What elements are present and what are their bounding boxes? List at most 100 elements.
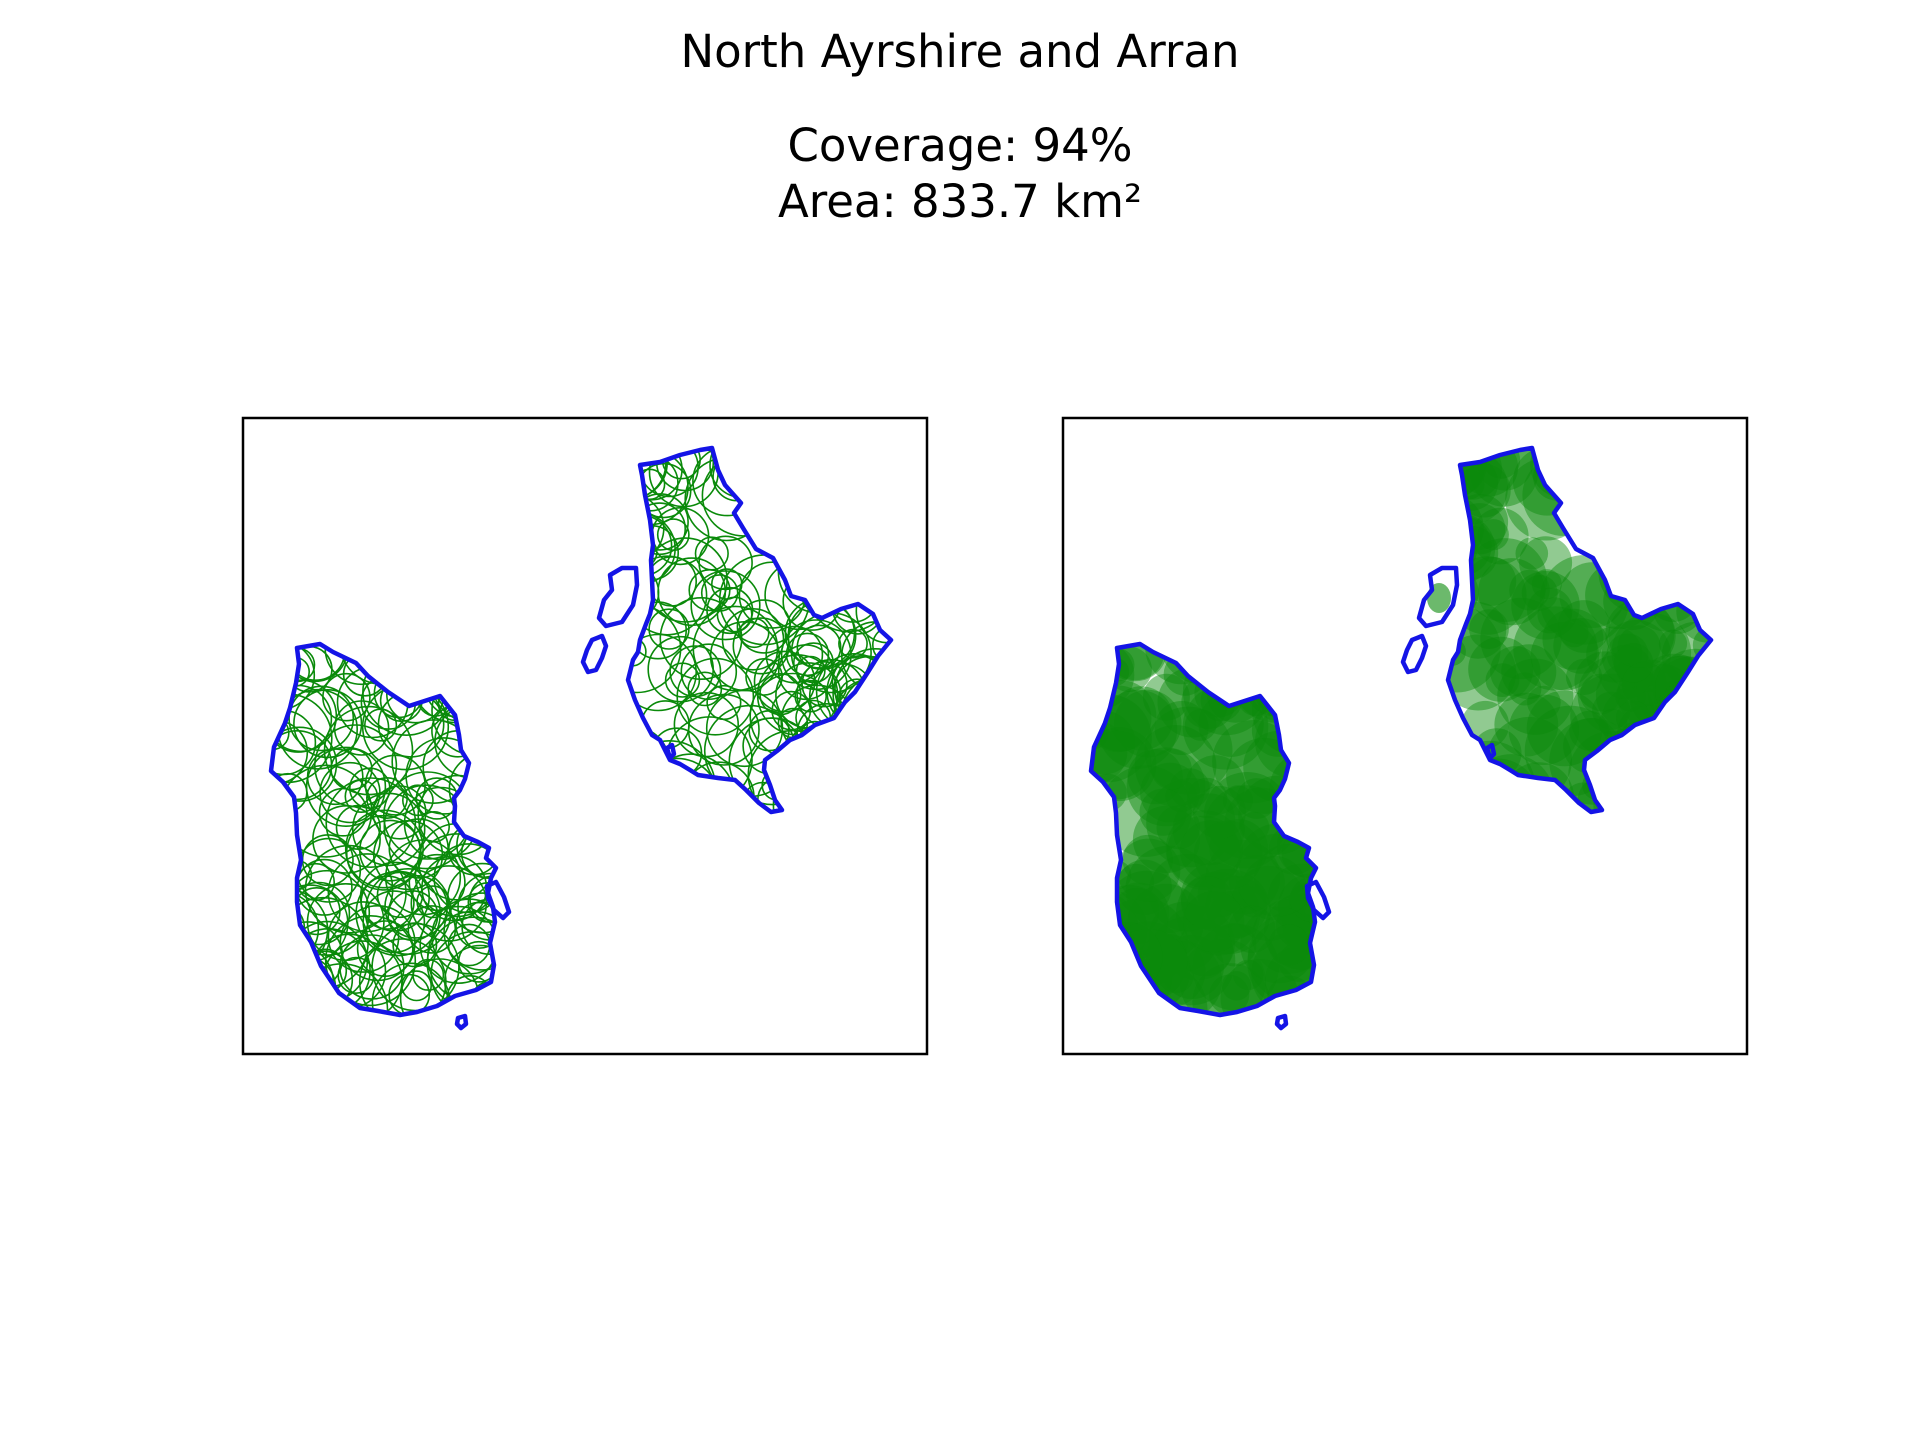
coverage-circle-filled	[1490, 646, 1541, 697]
coverage-circle-filled	[1122, 834, 1174, 886]
coverage-circle	[648, 608, 690, 650]
coverage-circle-filled	[1448, 743, 1491, 812]
coverage-circle-filled	[1158, 957, 1194, 994]
coverage-circle-filled	[1577, 654, 1658, 735]
coverage-circle-filled	[1282, 899, 1316, 955]
coverage-circle	[633, 757, 721, 812]
coverage-circle-filled	[1519, 536, 1573, 590]
coverage-circle	[476, 756, 496, 792]
coverage-circle-filled	[1573, 470, 1603, 500]
coverage-circle	[736, 599, 791, 654]
coverage-circle-filled	[1287, 800, 1316, 841]
coverage-circle	[709, 448, 776, 499]
coverage-circle-filled	[1297, 757, 1316, 791]
great-cumbrae-boundary	[596, 565, 640, 629]
coverage-circle	[454, 683, 496, 727]
coverage-circle-filled	[1617, 625, 1661, 669]
coverage-circle-filled	[1463, 538, 1548, 622]
coverage-circle	[281, 644, 349, 683]
coverage-circle-filled	[1634, 512, 1706, 584]
coverage-circle-filled	[1557, 461, 1623, 527]
coverage-circle-filled	[1448, 776, 1488, 812]
coverage-circle	[271, 729, 333, 801]
coverage-circle	[360, 875, 415, 930]
coverage-circle-filled	[1527, 587, 1573, 634]
coverage-circle	[430, 644, 496, 723]
coverage-circle-filled	[1680, 448, 1711, 481]
coverage-circle	[271, 726, 338, 802]
coverage-circle-filled	[1113, 887, 1160, 935]
coverage-circle	[646, 753, 736, 812]
coverage-circle-filled	[1091, 694, 1152, 783]
coverage-circle-filled	[1140, 762, 1200, 823]
coverage-circle-filled	[1193, 786, 1246, 839]
coverage-circle	[656, 518, 690, 552]
coverage-circle-filled	[1251, 899, 1316, 974]
coverage-circle	[706, 586, 754, 635]
coverage-circle-filled	[1586, 626, 1643, 683]
coverage-circle-filled	[1236, 778, 1278, 819]
coverage-circle-filled	[1577, 448, 1666, 504]
coverage-circle-filled	[1165, 810, 1244, 888]
coverage-circle	[871, 506, 891, 538]
coverage-circle	[431, 898, 496, 975]
coverage-circle-filled	[1283, 644, 1316, 659]
coverage-circle-filled	[1650, 467, 1708, 525]
coverage-circle-filled	[1231, 865, 1307, 941]
coverage-circle	[407, 905, 457, 954]
coverage-circle-filled	[1166, 815, 1241, 890]
panel-circle-outlines	[241, 416, 929, 1056]
coverage-circle	[863, 543, 891, 576]
islet-boundary	[1484, 742, 1497, 761]
coverage-circle-filled	[1569, 710, 1609, 751]
coverage-circle-filled	[1192, 963, 1270, 1015]
coverage-circle-filled	[1611, 612, 1692, 693]
coverage-circle	[414, 833, 496, 918]
coverage-circle-filled	[1237, 886, 1269, 918]
coverage-circle	[771, 690, 812, 731]
coverage-circle	[470, 644, 496, 697]
coverage-circle-filled	[1530, 621, 1600, 691]
coverage-circle	[688, 568, 731, 612]
coverage-circle-filled	[1134, 725, 1217, 807]
coverage-circle-filled	[1127, 883, 1204, 961]
coverage-circle	[628, 555, 708, 636]
coverage-circle-filled	[1113, 689, 1182, 758]
coverage-circle	[806, 740, 886, 812]
little-cumbrae-boundary	[1400, 633, 1429, 675]
coverage-circle-filled	[1605, 523, 1661, 580]
coverage-circle	[417, 774, 496, 856]
islet-boundary	[664, 742, 677, 761]
coverage-circle-filled	[1598, 644, 1654, 700]
coverage-circle	[362, 890, 426, 954]
coverage-circle-filled	[1125, 845, 1213, 933]
coverage-circle-filled	[1127, 749, 1183, 805]
coverage-circle	[344, 779, 379, 814]
coverage-circle-filled	[1247, 911, 1316, 1003]
great-cumbrae-boundary	[1416, 565, 1460, 629]
coverage-circle-filled	[1204, 785, 1288, 869]
panel-frame	[241, 416, 929, 1056]
coverage-circle-filled	[1658, 629, 1688, 658]
coverage-circle	[856, 680, 891, 720]
coverage-circle	[419, 905, 496, 985]
coverage-circle	[736, 460, 804, 528]
coverage-circle-filled	[1559, 618, 1589, 648]
figure-title: North Ayrshire and Arran	[680, 25, 1240, 78]
holy-isle-boundary	[484, 879, 512, 921]
coverage-circle-filled	[1102, 644, 1168, 682]
coverage-circle-filled	[1598, 515, 1643, 559]
coverage-circle-filled	[1622, 661, 1667, 707]
coverage-circle-filled	[1553, 448, 1589, 467]
coverage-circle	[391, 661, 424, 694]
coverage-circle-filled	[1580, 673, 1621, 715]
coverage-circle-filled	[1185, 755, 1246, 815]
coverage-circle	[859, 453, 891, 496]
coverage-circle-filled	[1531, 569, 1562, 600]
area-label: Area: 833.7 km²	[777, 175, 1143, 228]
coverage-circle-filled	[1109, 686, 1174, 751]
coverage-circle-filled	[1593, 764, 1676, 812]
coverage-circle-filled	[1116, 838, 1181, 902]
coverage-circle	[853, 448, 891, 493]
coverage-circle	[831, 558, 869, 596]
